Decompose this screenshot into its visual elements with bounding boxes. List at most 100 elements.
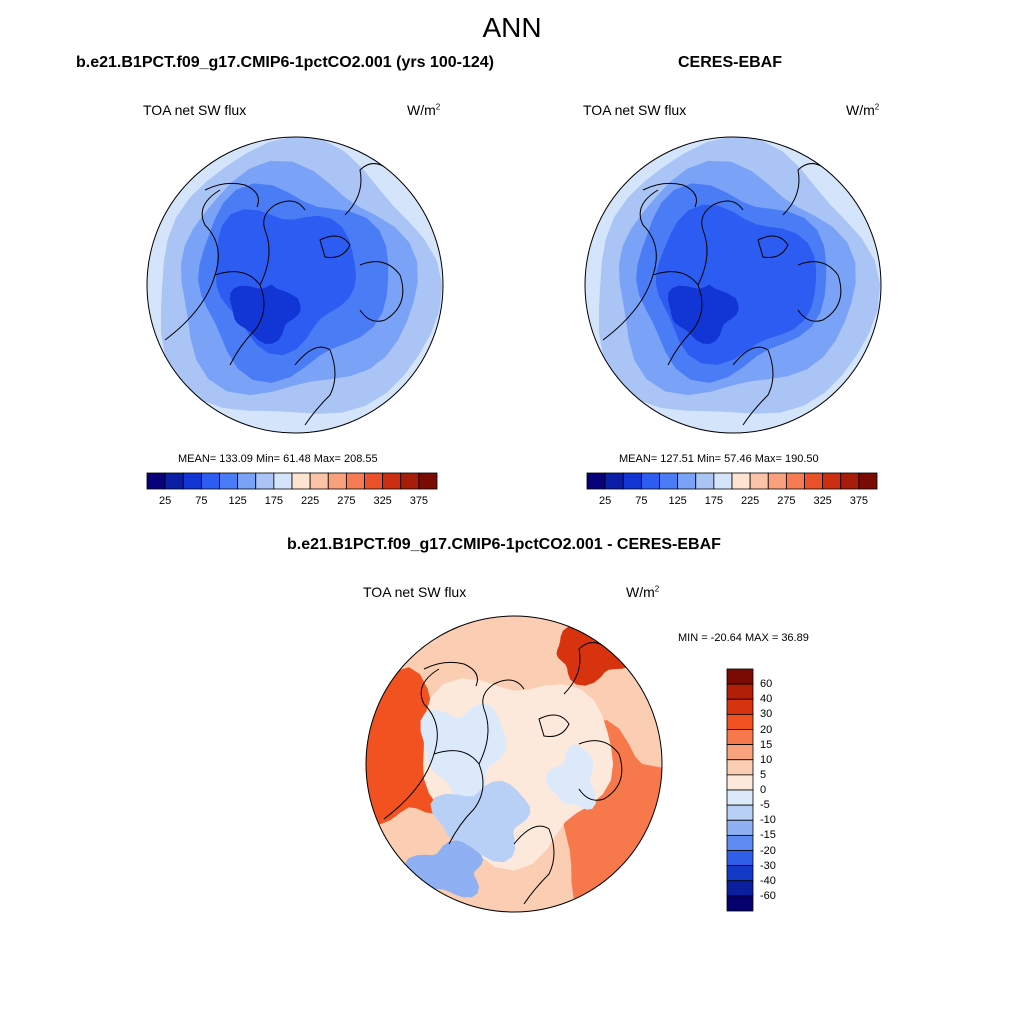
colorbar-tick-label: -20 [760,844,776,857]
colorbar-swatch [327,472,347,490]
map-boundary [146,136,444,434]
colorbar-swatch [726,759,754,776]
colorbar-swatch [164,472,184,490]
colorbar-swatch [726,698,754,715]
contour-fill [430,780,531,863]
colorbar-tick-label: -10 [760,814,776,827]
figure-title: ANN [482,12,542,43]
colorbar-swatch [400,472,420,490]
colorbar-tick-label: 30 [760,708,773,721]
colorbar-swatch [677,472,697,490]
colorbar-swatch [586,472,606,490]
colorbar-swatch [726,880,754,897]
colorbar-tick-label: 15 [760,738,773,751]
colorbar-swatch [726,865,754,882]
colorbar-tick-label: 275 [777,495,796,507]
panel-1-colorbar-ticks: 25 75 125 175 225 275 325 375 [147,495,437,509]
panel-1-title: b.e21.B1PCT.f09_g17.CMIP6-1pctCO2.001 (y… [76,54,494,71]
colorbar-tick-label: 60 [760,678,773,691]
map-boundary [584,136,882,434]
contour-fill [699,242,764,300]
colorbar-tick-label: 5 [760,768,767,781]
panel-2-units: W/m2 [846,102,880,118]
colorbar-swatch [749,472,769,490]
contour-fill [229,283,301,344]
colorbar-tick-label: 20 [760,723,773,736]
colorbar-swatch [726,744,754,761]
panel-1-polar-map [146,136,444,434]
panel-3-colorbar [726,668,754,912]
colorbar-tick-label: 375 [409,495,429,507]
panel-1-units: W/m2 [407,102,441,118]
colorbar-swatch [726,668,754,685]
panel-3-colorbar-ticks: 60 40 30 20 15 10 5 0 -5 -10 -15 -20 -30 -40 -60 [758,669,798,911]
panel-2-title: CERES-EBAF [678,54,783,71]
colorbar-swatch [382,472,402,490]
panel-2-variable-label: TOA net SW flux [583,102,687,118]
panel-2-stats: MEAN= 127.51 Min= 57.46 Max= 190.50 [619,453,819,465]
colorbar-swatch [731,472,751,490]
colorbar-tick-label: 275 [337,495,356,507]
colorbar-swatch [418,472,438,490]
colorbar-swatch [309,472,329,490]
colorbar-tick-label: 225 [300,495,320,507]
colorbar-swatch [785,472,805,490]
colorbar-swatch [273,472,293,490]
panel-3-variable-label: TOA net SW flux [363,584,467,600]
colorbar-tick-label: -5 [760,799,770,812]
colorbar-tick-label: 125 [228,495,247,507]
colorbar-swatch [291,472,311,490]
panel-3-units: W/m2 [626,584,660,600]
colorbar-swatch [726,713,754,730]
colorbar-tick-label: 375 [849,495,869,507]
colorbar-tick-label: 10 [760,753,773,766]
colorbar-swatch [804,472,824,490]
colorbar-swatch [726,804,754,821]
map-boundary [365,615,663,913]
colorbar-tick-label: 25 [599,495,612,507]
colorbar-swatch [200,472,220,490]
colorbar-tick-label: 325 [813,495,832,507]
colorbar-swatch [255,472,275,490]
colorbar-swatch [364,472,384,490]
panel-1-variable-label: TOA net SW flux [143,102,247,118]
colorbar-swatch [840,472,860,490]
contour-fill [667,283,739,344]
colorbar-tick-label: 175 [264,495,284,507]
colorbar-swatch [726,819,754,836]
colorbar-swatch [726,834,754,851]
colorbar-swatch [822,472,842,490]
colorbar-tick-label: -60 [760,889,776,902]
colorbar-swatch [640,472,660,490]
colorbar-tick-label: 40 [760,693,773,706]
panel-2-polar-map [584,136,882,434]
colorbar-swatch [146,472,166,490]
colorbar-swatch [726,850,754,867]
contour-fill [420,704,507,808]
colorbar-swatch [726,895,754,912]
colorbar-tick-label: 175 [704,495,724,507]
colorbar-swatch [345,472,365,490]
colorbar-tick-label: -30 [760,859,776,872]
panel-3-title: b.e21.B1PCT.f09_g17.CMIP6-1pctCO2.001 - … [287,536,721,553]
colorbar-swatch [726,774,754,791]
colorbar-tick-label: 0 [760,784,767,796]
colorbar-swatch [219,472,239,490]
contour-fill [261,242,326,300]
panel-2-colorbar [586,472,878,490]
colorbar-tick-label: 75 [635,495,648,507]
colorbar-tick-label: 225 [740,495,760,507]
colorbar-swatch [237,472,257,490]
colorbar-swatch [182,472,202,490]
colorbar-swatch [659,472,679,490]
colorbar-swatch [713,472,733,490]
colorbar-tick-label: 25 [159,495,172,507]
colorbar-swatch [767,472,787,490]
colorbar-tick-label: 75 [195,495,208,507]
colorbar-tick-label: 325 [373,495,392,507]
panel-1-stats: MEAN= 133.09 Min= 61.48 Max= 208.55 [178,453,378,465]
colorbar-swatch [726,789,754,806]
colorbar-swatch [858,472,878,490]
colorbar-swatch [622,472,642,490]
contour-fill [545,744,596,810]
